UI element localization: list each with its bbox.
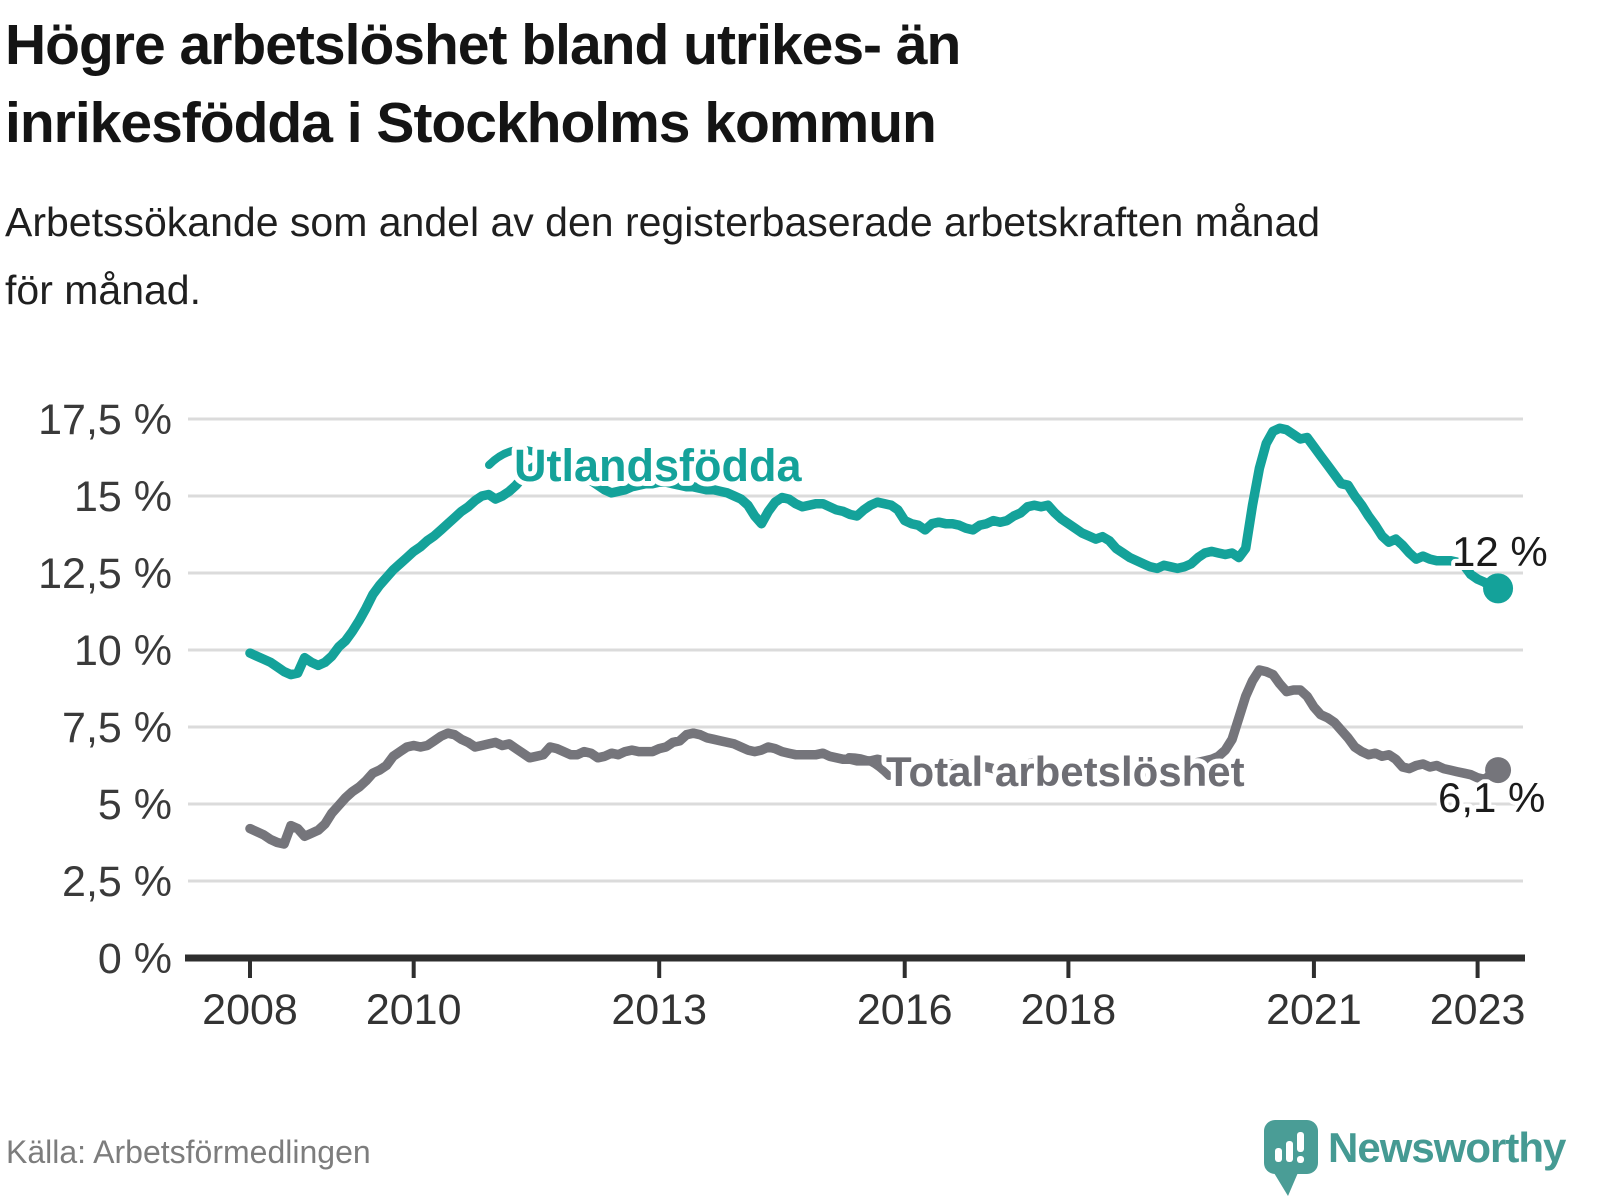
utlandsfodda-label-connector <box>485 445 538 469</box>
end-value-label-total: 6,1 % <box>1438 774 1545 821</box>
end-dot-utlandsfodda <box>1483 573 1514 604</box>
title-line-2: inrikesfödda i Stockholms kommun <box>5 91 937 155</box>
y-tick-label: 12,5 % <box>38 550 172 598</box>
subtitle-line-1: Arbetssökande som andel av den registerb… <box>5 199 1321 245</box>
x-tick-label: 2016 <box>857 986 953 1034</box>
y-tick-label: 17,5 % <box>38 396 172 444</box>
y-tick-label: 2,5 % <box>62 858 172 906</box>
x-tick-label: 2023 <box>1430 986 1526 1034</box>
subtitle-line-2: för månad. <box>5 267 201 313</box>
source-note: Källa: Arbetsförmedlingen <box>6 1134 371 1170</box>
x-tick-label: 2013 <box>611 986 707 1034</box>
page-title: Högre arbetslöshet bland utrikes- än inr… <box>5 6 1565 162</box>
series-line-utlandsfodda <box>245 423 1503 680</box>
x-tick-label: 2008 <box>202 986 298 1034</box>
y-tick-label: 15 % <box>74 473 172 521</box>
gridlines-layer <box>188 417 1523 883</box>
x-tick-label: 2021 <box>1266 986 1362 1034</box>
y-tick-label: 10 % <box>74 627 172 675</box>
x-tick-label: 2010 <box>366 986 462 1034</box>
newsworthy-logo-text: Newsworthy <box>1328 1124 1566 1171</box>
end-dot-layer <box>1483 573 1514 784</box>
y-tick-label: 5 % <box>98 781 172 829</box>
x-tick-label: 2018 <box>1021 986 1117 1034</box>
y-tick-label: 7,5 % <box>62 704 172 752</box>
series-layer <box>245 423 1503 849</box>
title-line-1: Högre arbetslöshet bland utrikes- än <box>5 13 961 77</box>
newsworthy-logo: Newsworthy <box>1258 1106 1600 1200</box>
label-connector-layer <box>485 445 893 780</box>
total-label-connector <box>845 753 893 780</box>
newsworthy-logo-icon <box>1264 1120 1318 1196</box>
y-tick-label: 0 % <box>98 935 172 983</box>
series-label-total: Total arbetslöshet <box>886 748 1245 795</box>
series-label-utlandsfodda: Utlandsfödda <box>514 440 802 491</box>
end-value-label-utlandsfodda: 12 % <box>1452 528 1548 575</box>
axis-layer: 0 % 2,5 % 5 % 7,5 % 10 % 12,5 % 15 % 17,5 % 2008… <box>38 396 1525 1034</box>
end-dot-total <box>1485 757 1512 784</box>
chart-subtitle: Arbetssökande som andel av den registerb… <box>5 188 1585 324</box>
series-line-total <box>245 665 1503 849</box>
